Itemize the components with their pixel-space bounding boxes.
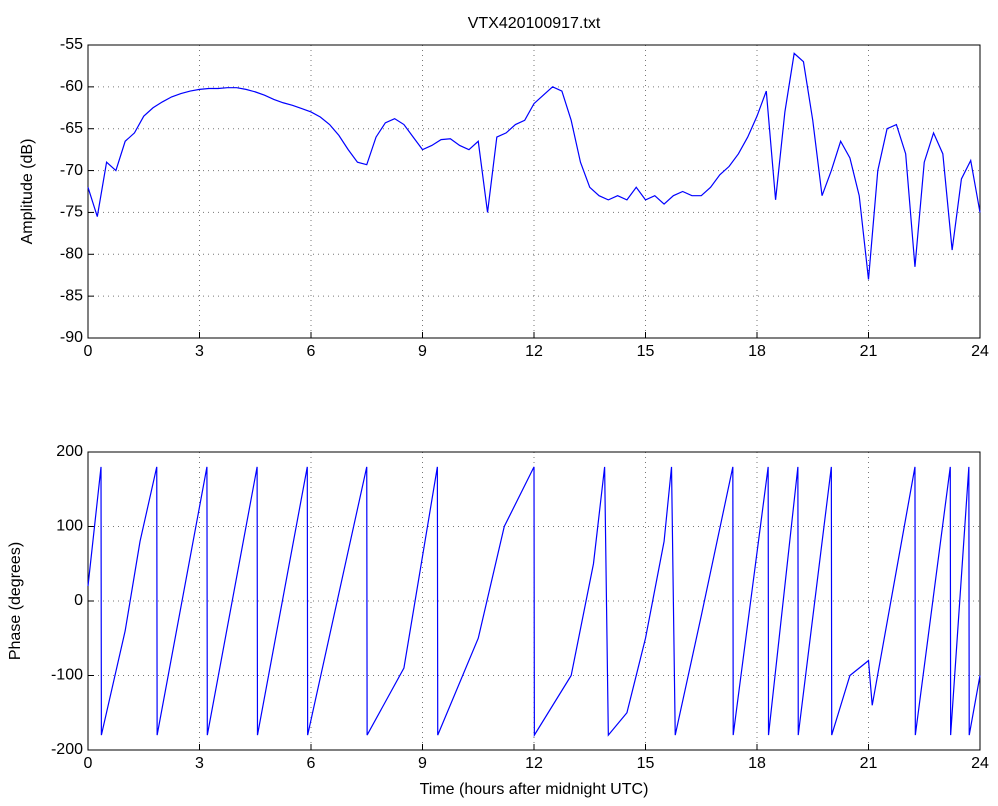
x-tick-label: 12	[525, 343, 543, 360]
y-tick-label: -85	[60, 287, 83, 304]
y-axis-label: Amplitude (dB)	[19, 139, 36, 245]
y-tick-label: -65	[60, 120, 83, 137]
x-tick-label: 3	[195, 343, 204, 360]
x-tick-label: 3	[195, 755, 204, 772]
y-tick-label: -70	[60, 162, 83, 179]
x-tick-label: 6	[307, 755, 316, 772]
axes-frame	[87, 451, 981, 751]
y-tick-label: -100	[51, 667, 83, 684]
x-tick-label: 9	[418, 343, 427, 360]
x-tick-label: 15	[637, 343, 655, 360]
x-tick-label: 0	[84, 343, 93, 360]
y-tick-label: -55	[60, 36, 83, 53]
y-tick-label: -200	[51, 741, 83, 758]
x-tick-label: 15	[637, 755, 655, 772]
chart-title: VTX420100917.txt	[468, 15, 601, 32]
axes-frame	[87, 44, 981, 339]
y-axis-label: Phase (degrees)	[7, 542, 24, 660]
y-tick-label: -90	[60, 329, 83, 346]
x-tick-label: 21	[860, 755, 878, 772]
x-tick-label: 24	[971, 343, 989, 360]
y-tick-label: 100	[56, 518, 83, 535]
x-tick-label: 12	[525, 755, 543, 772]
x-tick-label: 24	[971, 755, 989, 772]
x-tick-label: 9	[418, 755, 427, 772]
y-tick-label: 200	[56, 443, 83, 460]
data-line	[87, 466, 981, 738]
y-tick-label: 0	[74, 592, 83, 609]
y-tick-label: -80	[60, 246, 83, 263]
x-tick-label: 21	[860, 343, 878, 360]
y-tick-label: -75	[60, 204, 83, 221]
y-tick-label: -60	[60, 78, 83, 95]
x-tick-label: 18	[748, 755, 766, 772]
x-tick-label: 18	[748, 343, 766, 360]
x-tick-label: 6	[307, 343, 316, 360]
x-tick-label: 0	[84, 755, 93, 772]
data-line	[87, 52, 981, 280]
x-axis-label: Time (hours after midnight UTC)	[420, 781, 649, 798]
